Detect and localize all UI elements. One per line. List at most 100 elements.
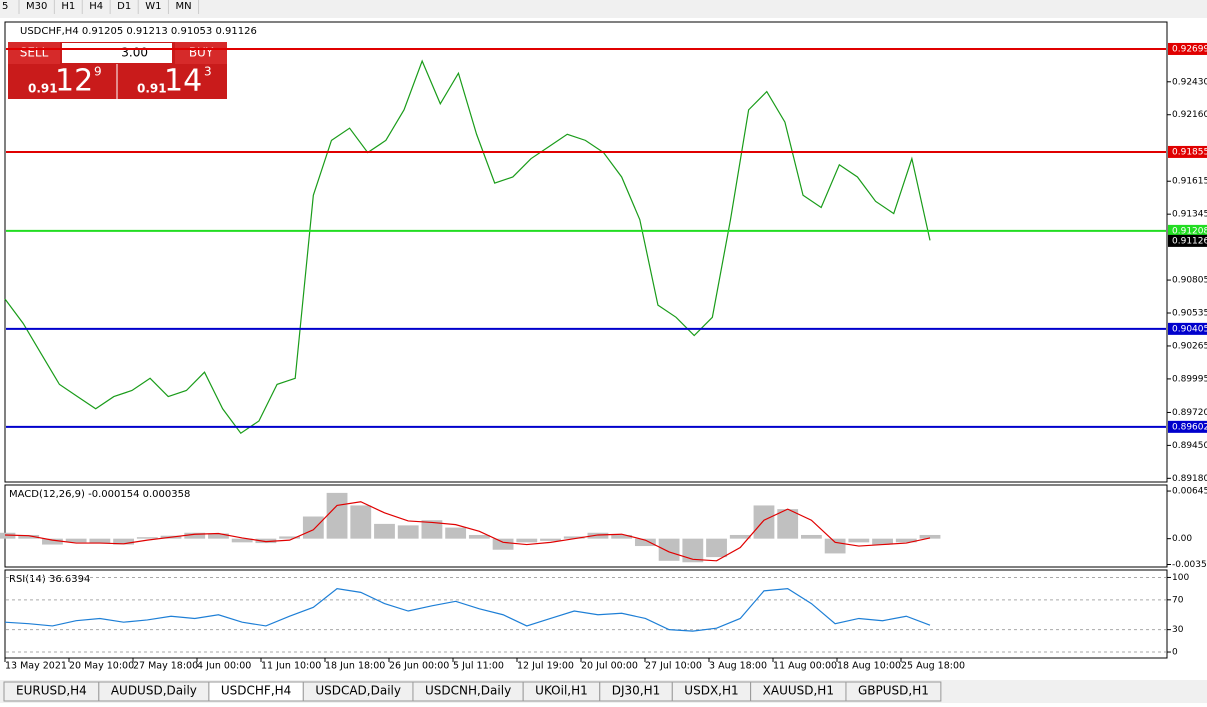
y-tick-label: 0.92430 [1172,77,1207,87]
y-tick-label: -0.00350 [1172,560,1207,570]
histogram-bar [753,505,775,539]
histogram-bar [682,538,704,563]
level-label-bg [1168,322,1207,335]
panel-title: MACD(12,26,9) -0.000154 0.000358 [9,489,190,500]
tab-label[interactable]: USDCNH,Daily [425,684,511,698]
tab-label[interactable]: UKOil,H1 [535,684,588,698]
y-tick-label: 0.00 [1172,534,1192,544]
level-label: 0.92699 [1172,44,1207,54]
histogram-bar [563,536,585,539]
histogram-bar [919,534,941,539]
timeframe-button[interactable]: H4 [89,1,103,12]
histogram-bar [374,523,395,539]
lots[interactable]: 3.00 [121,46,148,60]
histogram-bar [587,532,609,539]
level-label-bg [1168,420,1207,433]
histogram-bar [279,536,301,539]
histogram-bar [895,538,917,543]
x-tick-label: 25 Aug 18:00 [901,661,965,672]
sell-label[interactable]: SELL [20,46,49,60]
y-tick-label: 0.90535 [1172,309,1207,319]
histogram-bar [468,534,490,539]
tab-label[interactable]: EURUSD,H4 [16,684,87,698]
histogram-bar [777,509,799,539]
histogram-bar [421,520,443,539]
y-tick-label: 0.89180 [1172,474,1207,484]
buy-label[interactable]: BUY [189,46,214,60]
timeframe-button[interactable]: MN [175,1,191,12]
x-tick-label: 20 May 10:00 [69,661,134,672]
histogram-bar [65,538,87,543]
line [4,59,931,435]
histogram-bar [231,538,253,543]
x-tick-label: 26 Jun 00:00 [389,661,449,672]
y-tick-label: 0.90805 [1172,276,1207,286]
level-label-bg [1168,224,1207,237]
tab-label[interactable]: USDCAD,Daily [315,684,401,698]
x-tick-label: 3 Aug 18:00 [709,661,767,672]
histogram-bar [729,534,751,539]
histogram-bar [350,505,372,539]
x-tick-label: 27 Jul 10:00 [645,661,702,672]
buy-button[interactable] [175,42,227,64]
x-tick-label: 18 Jun 18:00 [325,661,385,672]
tab[interactable] [845,681,942,702]
tab-label[interactable]: GBPUSD,H1 [858,684,929,698]
tab-label[interactable]: XAUUSD,H1 [763,684,834,698]
ask-big: 0.91 [137,82,167,96]
lots-input[interactable] [62,43,172,63]
level-label: 0.91855 [1172,147,1207,157]
y-tick-label: 0.89995 [1172,374,1207,384]
histogram-bar [516,538,538,543]
histogram-bar [89,538,111,544]
current-price: 0.91126 [1172,236,1207,246]
timeframe-button[interactable]: D1 [117,1,131,12]
histogram-bar [824,538,846,554]
histogram-bar [397,525,419,539]
histogram-bar [706,538,727,558]
level-label-bg [1168,42,1207,55]
histogram-bar [540,538,561,541]
timeframe-button[interactable]: H1 [61,1,75,12]
y-tick-label: 0.89450 [1172,441,1207,451]
ask-main: 14 [164,64,202,99]
y-tick-label: 70 [1172,595,1184,605]
x-tick-label: 20 Jul 00:00 [581,661,638,672]
bid-big: 0.91 [28,82,58,96]
histogram-bar [136,537,158,539]
timeframe-button[interactable]: W1 [145,1,161,12]
timeframe-button[interactable]: 5 [2,1,8,12]
y-tick-label: 0.92160 [1172,110,1207,120]
sell-button[interactable] [8,42,60,64]
signal-line [4,501,931,562]
chart-bg [0,18,1207,680]
x-tick-label: 11 Jun 10:00 [261,661,321,672]
tab-label[interactable]: USDCHF,H4 [221,684,291,698]
x-tick-label: 27 May 18:00 [133,661,198,672]
timeframe-button[interactable]: M30 [26,1,47,12]
tab-label[interactable]: DJ30,H1 [612,684,661,698]
x-tick-label: 13 May 2021 [5,661,67,672]
histogram-bar [658,538,680,561]
histogram-bar [42,538,63,545]
price-label-bg [1168,234,1207,247]
tab-label[interactable]: AUDUSD,Daily [111,684,197,698]
histogram-bar [848,538,870,543]
y-tick-label: 0.006451 [1172,487,1207,497]
panel-title: USDCHF,H4 0.91205 0.91213 0.91053 0.9112… [20,26,257,37]
line [4,588,931,632]
histogram-bar [18,534,40,539]
y-tick-label: 0.91345 [1172,210,1207,220]
toolbar [0,0,1207,18]
histogram-bar [208,533,229,539]
level-label: 0.89602 [1172,422,1207,432]
tab-label[interactable]: USDX,H1 [684,684,738,698]
y-tick-label: 0.91615 [1172,177,1207,187]
histogram-bar [492,538,514,550]
bid-main: 12 [55,64,93,99]
x-tick-label: 4 Jun 00:00 [197,661,251,672]
histogram-bar [445,527,467,539]
histogram-bar [634,538,656,547]
main-frame [4,21,1168,483]
